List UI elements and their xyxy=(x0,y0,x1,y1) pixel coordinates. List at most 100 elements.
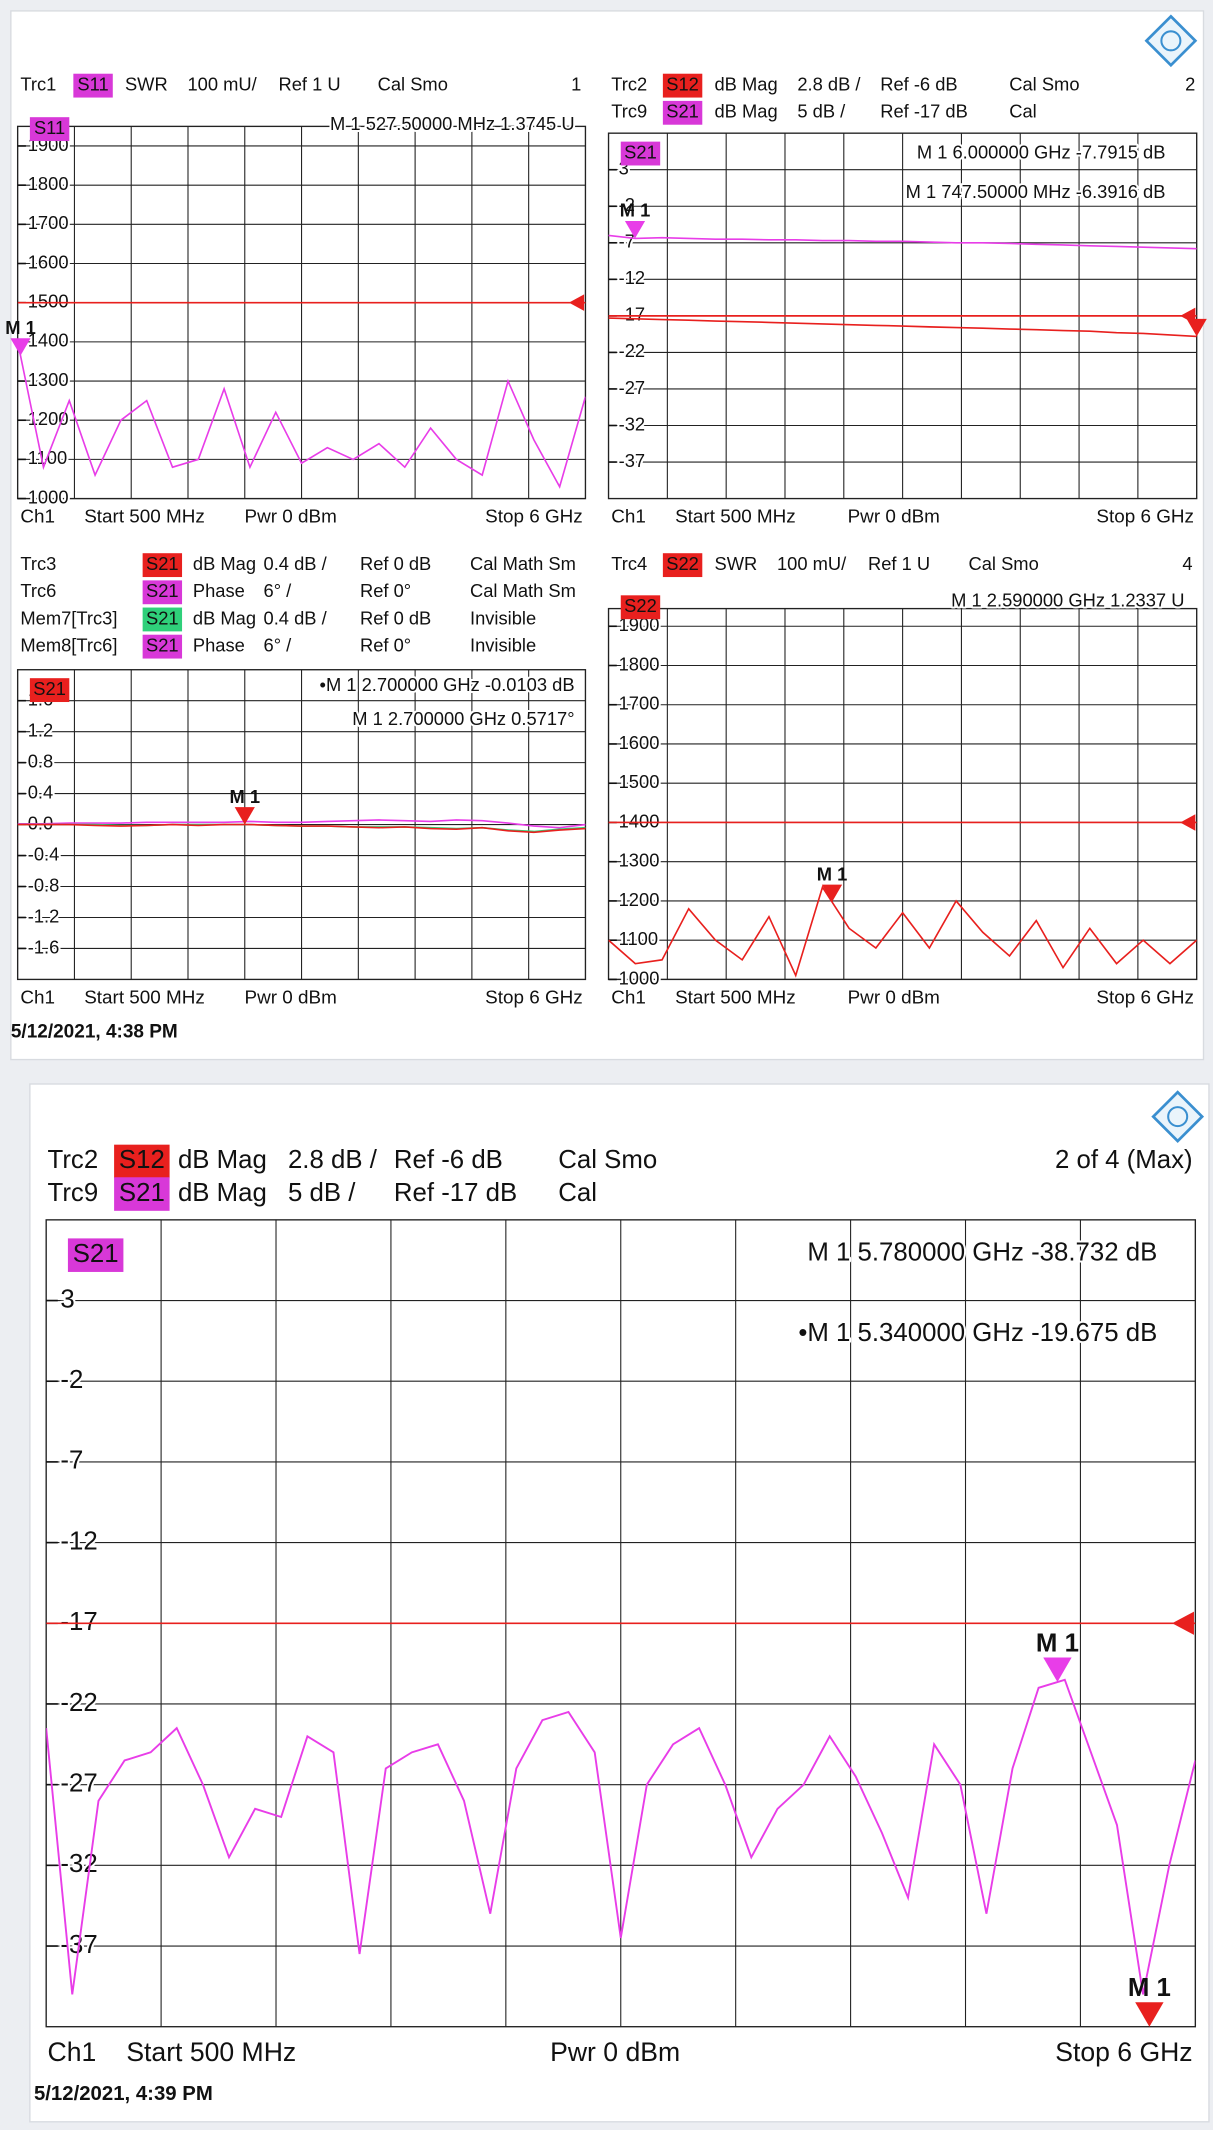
plot xyxy=(608,234,1197,338)
trace-badge xyxy=(142,553,183,578)
marker-label: M 1 xyxy=(229,786,260,807)
marker-readout: •M 1 2.700000 GHz -0.0103 dB xyxy=(320,674,575,695)
badge-label: S21 xyxy=(73,1240,119,1268)
marker-readout: M 1 527.50000 MHz 1.3745 U xyxy=(330,113,575,134)
y-tick-label: -1.6 xyxy=(28,936,60,957)
trace-ref: Ref -6 dB xyxy=(394,1146,503,1174)
trace-badge xyxy=(114,1144,170,1179)
badge xyxy=(29,678,70,703)
trace-param: S21 xyxy=(146,553,179,574)
footer-start: Start 500 MHz xyxy=(675,507,796,528)
footer-start: Start 500 MHz xyxy=(675,987,796,1008)
footer-stop: Stop 6 GHz xyxy=(485,987,583,1008)
trace-status: Cal Smo xyxy=(1009,73,1079,94)
marker-readout: M 1 747.50000 MHz -6.3916 dB xyxy=(906,181,1166,202)
trace-format: Phase xyxy=(193,634,245,655)
trace-format: dB Mag xyxy=(193,607,256,628)
trace-name: Trc9 xyxy=(48,1179,99,1207)
reference-arrow xyxy=(568,294,585,311)
reference-arrow xyxy=(1172,1611,1194,1635)
marker xyxy=(624,220,646,239)
trace-format: dB Mag xyxy=(178,1146,267,1174)
footer-channel: Ch1 xyxy=(611,987,646,1008)
window-number: 4 xyxy=(1182,553,1192,574)
y-tick-label: -27 xyxy=(60,1769,97,1797)
trace-status: Cal Smo xyxy=(378,73,448,94)
trace-ref: Ref 1 U xyxy=(868,553,930,574)
trace-param: S11 xyxy=(77,73,108,94)
marker-readout: M 1 6.000000 GHz -7.7915 dB xyxy=(917,141,1166,162)
y-tick-label: -17 xyxy=(60,1608,97,1636)
y-tick-label: 1400 xyxy=(28,330,69,351)
trace-status: Cal Smo xyxy=(558,1146,657,1174)
y-tick-label: 1.2 xyxy=(28,720,53,741)
trace-ref: Ref -6 dB xyxy=(880,73,957,94)
chart-panel: 1900180017001600150014001300120011001000… xyxy=(5,73,587,528)
y-tick-label: 1700 xyxy=(28,212,69,233)
y-tick-label: 3 xyxy=(60,1285,74,1313)
badge-label: S21 xyxy=(624,141,657,162)
window-number: 2 xyxy=(1185,73,1195,94)
footer-power: Pwr 0 dBm xyxy=(245,987,337,1008)
y-tick-label: -7 xyxy=(60,1447,83,1475)
trace-scale: 5 dB / xyxy=(288,1179,356,1207)
y-tick-label: 1700 xyxy=(619,693,660,714)
trace-name: Trc2 xyxy=(611,73,647,94)
trace-param: S21 xyxy=(119,1179,165,1207)
trace-ref: Ref 1 U xyxy=(278,73,340,94)
footer-start: Start 500 MHz xyxy=(126,2037,296,2067)
y-tick-label: 1000 xyxy=(619,967,660,988)
y-tick-label: 1300 xyxy=(28,369,69,390)
y-tick-label: -22 xyxy=(619,340,646,361)
trace-param: S21 xyxy=(666,101,699,122)
window-number: 1 xyxy=(571,73,581,94)
footer-channel: Ch1 xyxy=(20,987,55,1008)
marker-label: M 1 xyxy=(817,863,848,884)
trace-status: Cal xyxy=(558,1179,597,1207)
trace-name: Trc9 xyxy=(611,101,647,122)
y-tick-label: 1500 xyxy=(28,291,69,312)
y-tick-label: -12 xyxy=(619,267,646,288)
y-tick-label: 1600 xyxy=(28,251,69,272)
marker-label: M 1 xyxy=(620,200,651,221)
badge xyxy=(67,1238,124,1272)
y-tick-label: 1800 xyxy=(619,653,660,674)
y-tick-label: -37 xyxy=(619,450,646,471)
trace-scale: 6° / xyxy=(264,580,293,601)
trace-param: S21 xyxy=(146,634,179,655)
badge xyxy=(620,595,661,620)
trace-name: Mem7[Trc3] xyxy=(20,607,117,628)
trace xyxy=(608,234,1197,250)
trace-format: dB Mag xyxy=(178,1179,267,1207)
marker xyxy=(821,884,843,903)
y-tick-label: 1000 xyxy=(28,486,69,507)
trace-name: Trc3 xyxy=(20,553,56,574)
trace-format: dB Mag xyxy=(714,101,777,122)
trace-format: dB Mag xyxy=(193,553,256,574)
trace-name: Mem8[Trc6] xyxy=(20,634,117,655)
trace-param: S12 xyxy=(666,73,699,94)
footer-stop: Stop 6 GHz xyxy=(485,507,583,528)
trace-scale: 0.4 dB / xyxy=(264,607,328,628)
plot xyxy=(46,1622,1196,1995)
footer-stop: Stop 6 GHz xyxy=(1055,2037,1192,2067)
y-tick-label: -7 xyxy=(619,231,635,252)
trace-param: S21 xyxy=(146,607,179,628)
y-tick-label: -22 xyxy=(60,1689,97,1717)
footer-start: Start 500 MHz xyxy=(84,507,205,528)
y-tick-label: -32 xyxy=(619,413,646,434)
trace-format: SWR xyxy=(714,553,757,574)
chart-panel: 1.61.20.80.40.0-0.4-0.8-1.2-1.6M 1•M 1 2… xyxy=(16,553,587,1008)
trace-ref: Ref -17 dB xyxy=(880,101,968,122)
reference-arrow xyxy=(1180,814,1196,831)
footer-channel: Ch1 xyxy=(48,2037,97,2067)
trace-param: S21 xyxy=(146,580,179,601)
trace-badge xyxy=(142,634,183,659)
trace-scale: 0.4 dB / xyxy=(264,553,328,574)
footer-start: Start 500 MHz xyxy=(84,987,205,1008)
y-tick-label: 1600 xyxy=(619,732,660,753)
trace-name: Trc4 xyxy=(611,553,647,574)
marker-readout: M 1 5.780000 GHz -38.732 dB xyxy=(807,1239,1157,1267)
